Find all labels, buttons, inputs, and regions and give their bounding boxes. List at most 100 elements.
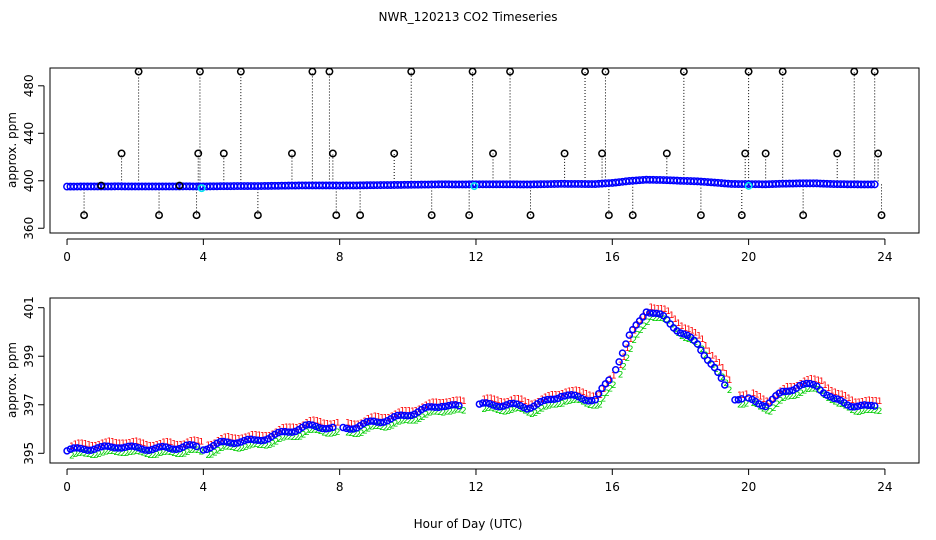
green-point: 2 [481,405,487,415]
red-point: 1 [430,398,436,408]
blue-point [128,442,136,450]
green-point: 2 [635,330,641,340]
green-point: 2 [376,422,382,432]
spike-point [526,211,535,220]
red-point: 1 [488,394,494,404]
blue-point [605,376,613,384]
green-point: 2 [161,448,167,458]
green-point: 2 [723,379,729,389]
blue-point [284,428,293,436]
blue-point [860,401,869,409]
green-point: 2 [618,371,624,381]
blue-point [799,380,807,389]
baseline-point [870,180,879,189]
red-point: 1 [372,412,378,422]
green-point: 2 [72,450,78,460]
green-point: 2 [645,318,651,328]
green-point: 2 [107,447,113,457]
blue-point [509,399,518,408]
red-point: 1 [771,394,777,404]
blue-point [380,418,388,426]
red-point: 1 [778,387,784,397]
blue-point [83,446,92,455]
green-point: 2 [403,416,409,426]
red-point: 1 [621,353,627,363]
green-point: 2 [584,399,590,409]
blue-point [141,446,150,454]
red-point: 1 [321,419,327,429]
blue-point [366,417,375,425]
red-point: 1 [311,416,317,426]
green-point: 2 [652,314,658,324]
blue-point [543,395,552,404]
spike-point [662,149,671,158]
green-point: 2 [314,426,320,436]
green-point: 2 [400,416,406,426]
blue-point [80,445,88,454]
green-point: 2 [836,399,842,409]
blue-point [710,363,719,372]
spike-point [194,149,203,158]
green-point: 2 [764,406,770,416]
red-point: 1 [192,436,198,446]
blue-point [124,442,133,451]
bottom-y-axis-label: approx. ppm [5,342,19,418]
blue-point [795,381,804,390]
red-point: 1 [587,391,593,401]
blue-point [90,445,99,454]
green-point: 2 [226,442,232,452]
green-point: 2 [359,429,365,439]
green-point: 2 [648,313,654,323]
blue-point [318,424,327,433]
blue-point [649,309,657,317]
red-point: 1 [573,386,579,396]
red-point: 1 [628,335,634,345]
green-point: 2 [181,450,187,460]
spike-point [468,67,477,76]
green-point: 2 [495,406,501,416]
top-x-tick-label: 16 [605,250,620,264]
red-point: 1 [699,335,705,345]
blue-point [185,440,194,449]
blue-point [479,399,487,407]
blue-point [390,413,398,421]
blue-point [870,402,879,410]
blue-point [622,340,630,348]
red-point: 1 [723,369,729,379]
blue-point [277,427,286,436]
green-point: 2 [805,385,811,395]
blue-point [455,401,463,410]
red-point: 1 [458,396,464,406]
red-point: 1 [359,419,365,429]
blue-point [393,411,402,420]
green-point: 2 [355,430,361,440]
blue-point [506,399,514,408]
green-point: 2 [809,384,815,394]
red-point: 1 [642,312,648,322]
green-point: 2 [659,314,665,324]
blue-point [676,329,685,337]
green-point: 2 [604,389,610,399]
green-point: 2 [870,406,876,416]
bottom-x-tick-label: 12 [468,480,483,494]
red-point: 1 [604,379,610,389]
red-point: 1 [519,395,525,405]
spike-point [356,211,365,220]
blue-point [233,439,242,447]
red-point: 1 [655,304,661,314]
spike-point [744,67,753,76]
red-point: 1 [798,379,804,389]
green-point: 2 [86,450,92,460]
spike-point [696,211,705,220]
blue-point [151,444,160,452]
green-point: 2 [270,440,276,450]
green-point: 2 [216,446,222,456]
green-point: 2 [727,386,733,396]
green-point: 2 [263,441,269,451]
red-point: 1 [362,417,368,427]
green-point: 2 [308,426,314,436]
green-point: 2 [284,432,290,442]
green-point: 2 [366,424,372,434]
green-point: 2 [311,426,317,436]
